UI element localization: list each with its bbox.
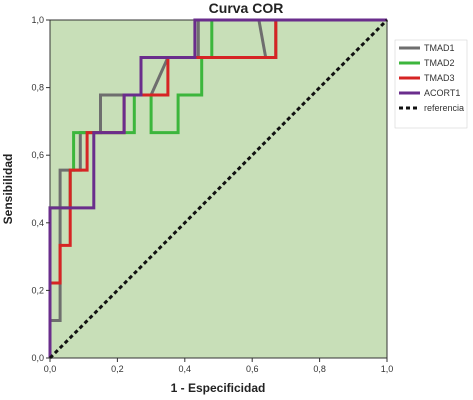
- y-axis: 0,0 0,2 0,4 0,6 0,8 1,0: [31, 15, 50, 363]
- y-tick-label: 1,0: [31, 15, 44, 25]
- legend-label: TMAD3: [424, 73, 455, 83]
- chart-title: Curva COR: [209, 0, 284, 16]
- x-tick-label: 0,8: [313, 364, 326, 374]
- legend-label: TMAD2: [424, 58, 455, 68]
- x-tick-label: 0,6: [246, 364, 259, 374]
- x-tick-label: 0,2: [111, 364, 124, 374]
- series-layer: [48, 18, 389, 360]
- y-tick-label: 0,8: [31, 83, 44, 93]
- legend-label: referencia: [424, 103, 464, 113]
- y-axis-label: Sensibilidad: [1, 154, 15, 225]
- legend: TMAD1 TMAD2 TMAD3 ACORT1 referencia: [394, 39, 468, 129]
- x-tick-label: 0,0: [44, 364, 57, 374]
- series-line-tmad3: [48, 18, 387, 358]
- series-line-acort1: [48, 18, 387, 358]
- y-tick-label: 0,0: [31, 353, 44, 363]
- y-tick-label: 0,4: [31, 218, 44, 228]
- y-tick-label: 0,2: [31, 285, 44, 295]
- x-tick-label: 1,0: [381, 364, 394, 374]
- series-line-referencia: [48, 18, 389, 360]
- legend-label: TMAD1: [424, 43, 455, 53]
- y-tick-label: 0,6: [31, 150, 44, 160]
- legend-label: ACORT1: [424, 88, 460, 98]
- x-axis-label: 1 - Especificidad: [171, 381, 266, 395]
- legend-box: [394, 39, 468, 129]
- x-tick-label: 0,4: [179, 364, 192, 374]
- x-axis: 0,0 0,2 0,4 0,6 0,8 1,0: [44, 358, 394, 374]
